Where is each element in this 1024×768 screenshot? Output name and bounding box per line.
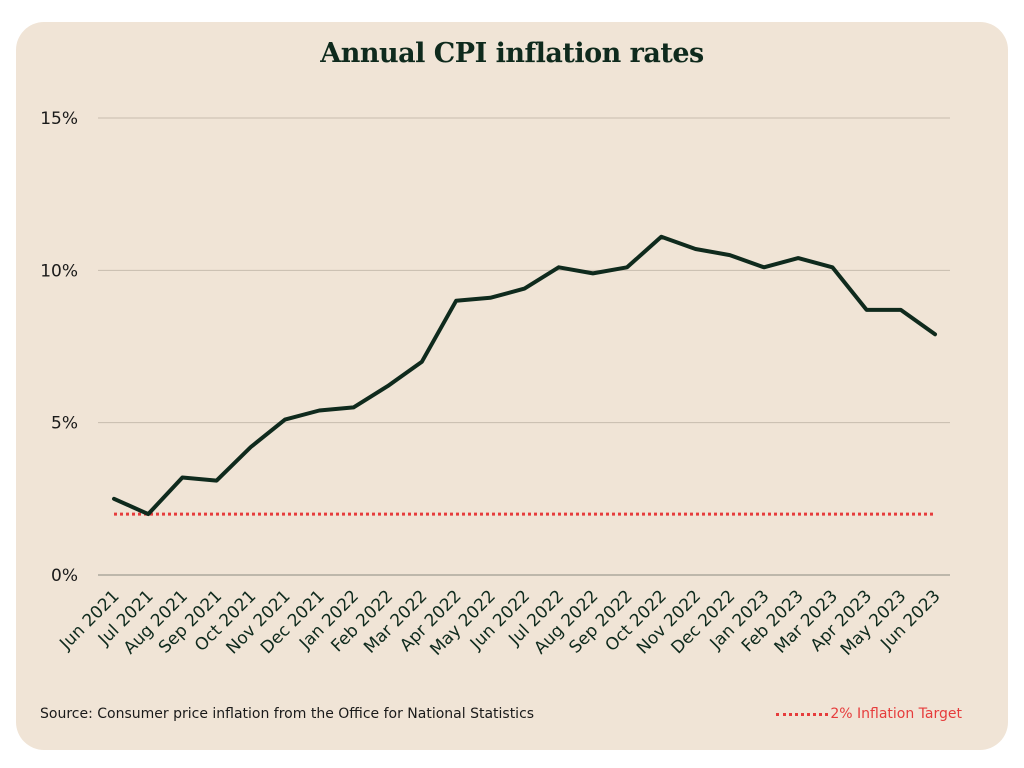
y-tick-label: 5%: [51, 414, 78, 434]
series-group: [112, 234, 937, 517]
y-tick-label: 15%: [40, 109, 78, 129]
y-axis-ticks: 0% 5% 10% 15%: [40, 109, 78, 586]
legend-dotted-swatch: [776, 712, 829, 716]
chart-title: Annual CPI inflation rates: [320, 38, 704, 69]
chart-card: [16, 22, 1008, 750]
gridlines: [98, 117, 950, 576]
cpi-series-line: [112, 234, 937, 517]
legend: 2% Inflation Target: [776, 706, 962, 722]
y-tick-label: 10%: [40, 261, 78, 281]
y-tick-label: 0%: [51, 566, 78, 586]
legend-label: 2% Inflation Target: [830, 706, 962, 722]
source-note: Source: Consumer price inflation from th…: [40, 706, 535, 722]
